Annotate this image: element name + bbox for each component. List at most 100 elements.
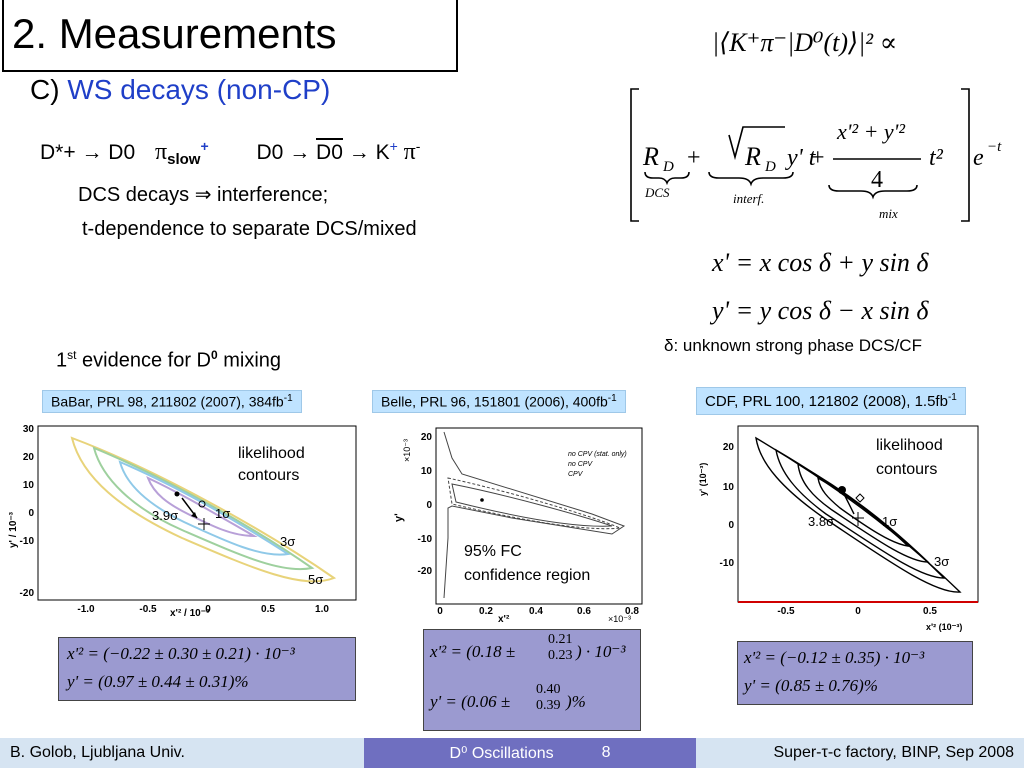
cdf-central-point <box>838 486 846 494</box>
belle-ytick-10: 10 <box>421 466 433 477</box>
cdf-annotation-1: likelihood <box>876 437 943 454</box>
cdf-result-box: x'² = (−0.12 ± 0.35) · 10⁻³ y' = (0.85 ±… <box>737 641 973 705</box>
rd-sub: D <box>662 159 674 175</box>
cdf-result-y: y' = (0.85 ± 0.76)% <box>744 676 878 695</box>
mix-denominator: 4 <box>871 167 883 193</box>
belle-xtick-04: 0.4 <box>529 606 543 617</box>
babar-ytick-20: 20 <box>23 452 35 463</box>
citation-cdf: CDF, PRL 100, 121802 (2008), 1.5fb-1 <box>696 387 966 415</box>
belle-xtick-08: 0.8 <box>625 606 639 617</box>
evidence-mid: evidence for D <box>76 349 211 372</box>
belle-annotation-1: 95% FC <box>464 543 522 560</box>
belle-ytick-0: 0 <box>426 500 432 511</box>
sqrt-r-sub: D <box>764 159 776 175</box>
belle-ytick-20: 20 <box>421 432 433 443</box>
cdf-label-38sigma: 3.8σ <box>808 514 834 529</box>
decay-rate-formula: R D + R D y' t + x'² + y'² 4 t² e −t DCS… <box>630 88 1002 222</box>
evidence-pre: 1 <box>56 349 68 372</box>
belle-annotation-2: confidence region <box>464 567 590 584</box>
cdf-xtick-05: 0.5 <box>923 606 937 617</box>
belle-result-x-dn: 0.23 <box>548 648 573 663</box>
interf-brace-label: interf. <box>733 191 764 206</box>
babar-annotation-2: contours <box>238 467 299 484</box>
belle-result-x-main: x'² = (0.18 ± <box>430 642 516 661</box>
belle-ytick-m10: -10 <box>418 534 433 545</box>
d0-label-2: D0 <box>256 141 284 164</box>
cdf-label-3sigma: 3σ <box>934 554 949 569</box>
t-squared: t² <box>929 145 944 171</box>
belle-xunit: ×10⁻³ <box>608 614 631 624</box>
babar-ylabel: y' / 10⁻³ <box>8 511 19 548</box>
slide-subtitle: C) WS decays (non-CP) <box>30 74 330 106</box>
babar-nomix-point <box>198 500 206 508</box>
citation-babar-text: BaBar, PRL 98, 211802 (2007), 384fb <box>51 393 284 410</box>
pion-sup: - <box>415 138 421 154</box>
dstar-label: D*+ <box>40 141 76 164</box>
slow-sub: slow <box>167 151 201 169</box>
slide-title: 2. Measurements <box>12 10 337 57</box>
babar-result-box: x'² = (−0.22 ± 0.30 ± 0.21) · 10⁻³ y' = … <box>58 637 356 701</box>
belle-xtick-06: 0.6 <box>577 606 591 617</box>
delta-note: δ: unknown strong phase DCS/CF <box>664 336 922 355</box>
babar-xtick-05: 0.5 <box>261 604 275 615</box>
yt-term: y' t <box>785 145 817 171</box>
cdf-result-x: x'² = (−0.12 ± 0.35) · 10⁻³ <box>744 648 925 667</box>
belle-legend-3: CPV <box>568 471 584 478</box>
belle-legend-2: no CPV <box>568 461 593 468</box>
plus-1: + <box>687 145 701 171</box>
kaon-label: K <box>375 141 390 164</box>
citation-cdf-text: CDF, PRL 100, 121802 (2008), 1.5fb <box>705 393 948 410</box>
babar-plot: 3.9σ 1σ 3σ 5σ likelihood contours 30 20 … <box>8 424 357 618</box>
belle-xtick-0: 0 <box>437 606 443 617</box>
belle-result-x-tail: ) · 10⁻³ <box>576 642 626 661</box>
arrow-2: → <box>289 141 311 164</box>
babar-annotation-1: likelihood <box>238 445 305 462</box>
babar-ytick-30: 30 <box>23 424 35 435</box>
belle-result-x-errors: 0.21 0.23 <box>548 632 573 664</box>
tdep-line: t-dependence to separate DCS/mixed <box>82 218 417 240</box>
pi-slow: π <box>155 139 168 165</box>
babar-central-point <box>174 491 180 497</box>
cdf-ytick-20: 20 <box>723 442 735 453</box>
cdf-ytick-0: 0 <box>728 520 734 531</box>
kaon-sup: + <box>389 138 398 154</box>
decay-chain: D*+ → D0 πslow+ D0 → D0 → K+ π- <box>40 138 420 168</box>
cdf-plot: 3.8σ 1σ 3σ likelihood contours 20 10 0 -… <box>698 425 979 632</box>
d0bar-label: D0 <box>316 138 343 164</box>
citation-babar-sup: -1 <box>283 393 293 404</box>
belle-result-x-up: 0.21 <box>548 632 573 647</box>
subtitle-label: C) <box>30 74 60 105</box>
citation-belle-text: Belle, PRL 96, 151801 (2006), 400fb <box>381 393 608 410</box>
cdf-label-1sigma: 1σ <box>882 514 897 529</box>
belle-ytick-m20: -20 <box>418 566 433 577</box>
citation-belle-sup: -1 <box>607 393 617 404</box>
cdf-xlabel: x'² (10⁻³) <box>926 622 962 632</box>
title-box <box>2 0 458 72</box>
evidence-line: 1st evidence for D0 mixing <box>56 348 281 373</box>
babar-result-x: x'² = (−0.22 ± 0.30 ± 0.21) · 10⁻³ <box>67 644 295 663</box>
rd-symbol: R <box>642 142 659 171</box>
cdf-xtick-0: 0 <box>855 606 861 617</box>
cdf-ytick-m10: -10 <box>720 558 735 569</box>
babar-ytick-0: 0 <box>28 508 34 519</box>
babar-xtick-m10: -1.0 <box>77 604 95 615</box>
footer-left: B. Golob, Ljubljana Univ. <box>0 738 364 768</box>
footer-center: D⁰ Oscillations 8 <box>364 738 696 768</box>
evidence-post: mixing <box>217 349 282 372</box>
plus-2: + <box>811 145 825 171</box>
xprime-equation: x' = x cos δ + y sin δ <box>712 248 929 277</box>
babar-xtick-m05: -0.5 <box>139 604 157 615</box>
cdf-annotation-2: contours <box>876 461 937 478</box>
belle-result-y-errors: 0.40 0.39 <box>536 682 561 714</box>
belle-result-y-main: y' = (0.06 ± <box>430 692 511 711</box>
cdf-xtick-m05: -0.5 <box>777 606 795 617</box>
babar-xtick-0: 0 <box>205 604 211 615</box>
dcs-line: DCS decays ⇒ interference; <box>78 184 329 206</box>
citation-cdf-sup: -1 <box>947 392 957 403</box>
evidence-d0sup: 0 <box>210 348 218 362</box>
babar-ytick-m20: -20 <box>20 588 35 599</box>
babar-ytick-10: 10 <box>23 480 35 491</box>
exp-sup: −t <box>987 139 1002 155</box>
citation-babar: BaBar, PRL 98, 211802 (2007), 384fb-1 <box>42 390 302 413</box>
belle-result-y-tail: )% <box>566 692 586 711</box>
